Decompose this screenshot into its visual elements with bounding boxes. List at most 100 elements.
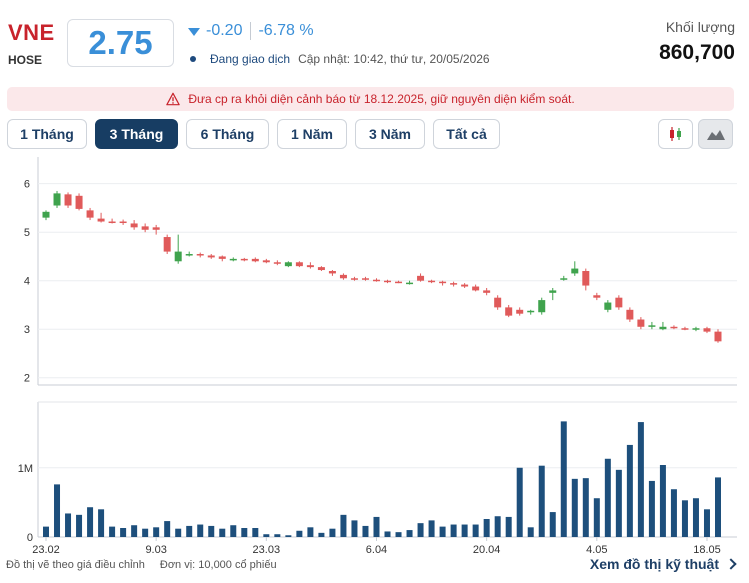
tab-1-month[interactable]: 1 Tháng — [7, 119, 87, 149]
x-tick-label: 4.05 — [586, 544, 607, 556]
candle-body — [284, 262, 292, 267]
candle-body — [163, 237, 171, 252]
volume-bar — [54, 484, 61, 537]
volume-bar — [252, 528, 259, 537]
candle-body — [472, 286, 480, 291]
volume-bar — [285, 535, 292, 537]
volume-bar — [670, 489, 677, 537]
price-change-percent: -6.78 % — [258, 22, 314, 39]
volume-bar — [76, 514, 83, 537]
volume-bar — [439, 526, 446, 537]
tab-3-years[interactable]: 3 Năm — [355, 119, 425, 149]
x-tick-label: 23.03 — [253, 544, 281, 556]
tab-1-year[interactable]: 1 Năm — [277, 119, 347, 149]
divider — [250, 22, 252, 40]
candle-body — [251, 258, 259, 262]
candle-body — [571, 268, 579, 274]
candle-body — [593, 295, 601, 298]
candle-body — [494, 297, 502, 308]
volume-bar — [505, 516, 512, 537]
volume-bar — [428, 520, 435, 537]
candle-body — [637, 319, 645, 327]
unit-note: Đơn vị: 10,000 cổ phiếu — [159, 559, 277, 571]
candle-body — [428, 280, 436, 283]
volume-bar — [65, 513, 72, 537]
tab-all[interactable]: Tất cả — [433, 119, 500, 149]
candle-body — [64, 194, 72, 206]
volume-bar — [43, 526, 49, 537]
price-tick-label: 4 — [24, 276, 30, 288]
candle-body — [604, 302, 612, 310]
view-technical-chart-link[interactable]: Xem đồ thị kỹ thuật — [590, 556, 737, 572]
candle-body — [130, 223, 138, 228]
candle-body — [417, 275, 425, 281]
x-tick-label: 23.02 — [32, 544, 60, 556]
candle-body — [681, 328, 689, 330]
volume-tick-label: 0 — [27, 532, 33, 544]
candle-body — [207, 255, 215, 258]
volume-bar — [340, 514, 347, 537]
chart-notes: Đồ thị vẽ theo giá điều chỉnh Đơn vị: 10… — [6, 559, 289, 571]
candle-body — [97, 218, 105, 222]
candle-body — [229, 258, 237, 261]
volume-bar — [582, 478, 589, 537]
price-tick-label: 6 — [24, 179, 30, 191]
candle-body — [152, 227, 160, 230]
volume-bar — [626, 444, 633, 537]
volume-bar — [186, 525, 193, 537]
candle-body — [406, 282, 414, 285]
candle-body — [626, 309, 634, 320]
area-chart-button[interactable] — [698, 119, 733, 149]
candle-body — [692, 328, 700, 330]
volume-bar — [692, 498, 699, 537]
candlestick-icon — [669, 127, 681, 141]
candle-body — [119, 221, 127, 224]
tab-3-months[interactable]: 3 Tháng — [95, 119, 178, 149]
candle-body — [395, 281, 403, 284]
volume-bar — [109, 526, 116, 537]
candle-body — [483, 290, 491, 293]
candle-body — [648, 325, 656, 327]
tab-6-months[interactable]: 6 Tháng — [186, 119, 269, 149]
price-tick-label: 2 — [24, 373, 30, 385]
price-change: -0.20 — [206, 22, 243, 39]
candle-body — [461, 284, 469, 287]
candle-body — [505, 307, 513, 316]
candle-body — [703, 328, 711, 332]
volume-bar — [98, 509, 105, 537]
volume-bar — [263, 534, 270, 537]
volume-bar — [142, 528, 149, 537]
volume-tick-label: 1M — [18, 463, 33, 475]
candle-body — [317, 267, 325, 271]
volume-bar — [472, 524, 479, 537]
candle-body — [439, 281, 447, 284]
candle-body — [86, 210, 94, 218]
candle-body — [185, 254, 193, 256]
candle-body — [196, 254, 204, 256]
price-box: 2.75 — [67, 19, 174, 67]
candle-body — [262, 260, 270, 263]
volume-bar — [703, 509, 710, 537]
volume-bar — [681, 500, 688, 537]
volume-bar — [516, 467, 523, 537]
candle-body — [339, 274, 347, 279]
price-tick-label: 3 — [24, 324, 30, 336]
volume-bar — [175, 528, 182, 537]
volume-bar — [296, 530, 303, 537]
candle-body — [295, 262, 303, 267]
volume-bar — [131, 525, 138, 537]
candle-body — [350, 278, 358, 280]
candlestick-chart-button[interactable] — [658, 119, 693, 149]
volume-bar — [450, 524, 457, 537]
volume-bar — [461, 524, 468, 537]
volume-bar — [549, 512, 556, 537]
candle-body — [75, 195, 83, 209]
candle-body — [560, 278, 568, 280]
candle-body — [714, 331, 722, 342]
trading-status: Đang giao dịch — [210, 52, 291, 66]
volume-bar — [395, 532, 402, 537]
volume-bar — [538, 465, 545, 537]
price-change-row: -0.20 -6.78 % — [188, 22, 314, 40]
